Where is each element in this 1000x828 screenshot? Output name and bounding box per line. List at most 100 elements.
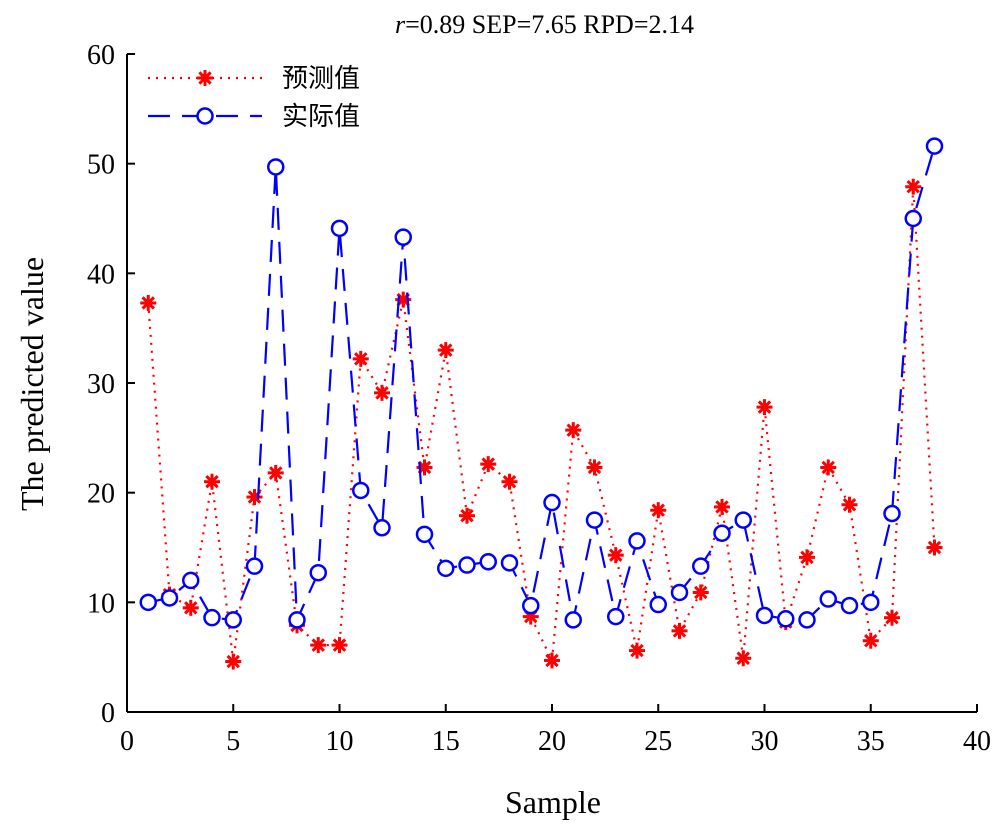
- data-point: [245, 557, 264, 575]
- x-tick-label: 15: [432, 726, 460, 757]
- data-point: [352, 481, 370, 500]
- data-point: [373, 519, 391, 537]
- data-point: [840, 596, 859, 615]
- data-point: [564, 611, 582, 629]
- data-point: [883, 504, 901, 523]
- data-point: [925, 137, 944, 155]
- data-point: [182, 571, 200, 590]
- x-tick-label: 30: [751, 726, 779, 757]
- x-tick-label: 20: [538, 726, 566, 757]
- data-point: [629, 642, 645, 659]
- series-line: [147, 186, 936, 665]
- data-point: [841, 496, 858, 513]
- data-point: [330, 219, 349, 238]
- data-point: [585, 511, 604, 529]
- data-point: [734, 511, 752, 529]
- data-point: [394, 228, 412, 246]
- data-point: [862, 632, 879, 649]
- data-point: [607, 607, 625, 626]
- data-point: [225, 653, 242, 670]
- data-point: [820, 459, 837, 476]
- data-point: [862, 593, 880, 612]
- data-point: [374, 384, 390, 401]
- y-tick-label: 40: [87, 259, 115, 290]
- data-point: [904, 209, 922, 228]
- legend-marker: [197, 70, 213, 86]
- data-point: [819, 590, 837, 608]
- data-point: [756, 399, 773, 416]
- data-point: [458, 556, 476, 574]
- legend-item: 预测值: [148, 64, 360, 94]
- data-point: [607, 547, 624, 564]
- data-point: [670, 583, 689, 602]
- axes: 0 5 10 15 20 25 30 35 40 0 10 20 30 40 50 60: [87, 40, 991, 757]
- data-point: [309, 563, 327, 582]
- data-point: [628, 532, 646, 550]
- data-point: [692, 557, 710, 575]
- stats-r-label: r: [395, 10, 406, 39]
- x-tick-label: 5: [226, 726, 240, 757]
- data-point: [926, 539, 943, 556]
- y-tick-label: 0: [101, 698, 115, 729]
- data-point: [501, 473, 518, 490]
- data-point: [204, 473, 220, 490]
- data-point: [905, 178, 922, 195]
- data-point: [799, 549, 815, 566]
- data-point: [416, 459, 433, 476]
- data-point: [777, 610, 795, 628]
- data-point: [544, 652, 560, 669]
- data-point: [267, 158, 285, 176]
- data-point: [522, 596, 540, 615]
- x-tick-label: 40: [963, 726, 991, 757]
- data-point: [139, 593, 157, 612]
- data-point: [735, 650, 752, 667]
- stats-values: =0.89 SEP=7.65 RPD=2.14: [405, 10, 694, 39]
- x-tick-label: 10: [326, 726, 354, 757]
- legend-item: 实际值: [148, 102, 360, 132]
- series-line: [148, 145, 936, 622]
- y-axis-label: The predicted value: [14, 257, 50, 511]
- legend-marker: [196, 107, 214, 125]
- data-point: [713, 524, 731, 542]
- data-point: [224, 611, 242, 629]
- data-point: [246, 489, 263, 506]
- data-point: [798, 611, 816, 629]
- data-point: [310, 637, 327, 654]
- data-point: [649, 595, 667, 614]
- data-point: [203, 608, 221, 627]
- data-point: [459, 507, 475, 524]
- data-point: [331, 637, 348, 654]
- legend-label: 实际值: [282, 102, 360, 132]
- y-tick-label: 20: [87, 479, 115, 510]
- x-tick-label: 25: [644, 726, 672, 757]
- data-point: [437, 559, 455, 578]
- y-tick-label: 50: [87, 150, 115, 181]
- data-point: [437, 342, 454, 359]
- data-point: [565, 422, 582, 439]
- data-point: [480, 456, 497, 473]
- data-point: [288, 611, 306, 629]
- data-point: [479, 553, 497, 571]
- data-point: [671, 622, 688, 639]
- data-point: [586, 459, 603, 476]
- data-point: [755, 606, 774, 625]
- data-point: [140, 294, 157, 311]
- x-axis-label: Sample: [505, 784, 601, 820]
- stats-annotation: r=0.89 SEP=7.65 RPD=2.14: [395, 10, 694, 39]
- data-point: [692, 584, 709, 601]
- data-point: [160, 589, 179, 607]
- x-tick-label: 35: [857, 726, 885, 757]
- series-2: [139, 137, 944, 629]
- series-layer: [139, 137, 944, 670]
- data-point: [884, 609, 900, 626]
- y-tick-label: 10: [87, 588, 115, 619]
- y-tick-label: 30: [87, 369, 115, 400]
- data-point: [650, 502, 667, 519]
- data-point: [182, 599, 199, 616]
- data-point: [267, 464, 284, 481]
- data-point: [415, 525, 434, 544]
- x-tick-label: 0: [120, 726, 134, 757]
- data-point: [714, 498, 730, 515]
